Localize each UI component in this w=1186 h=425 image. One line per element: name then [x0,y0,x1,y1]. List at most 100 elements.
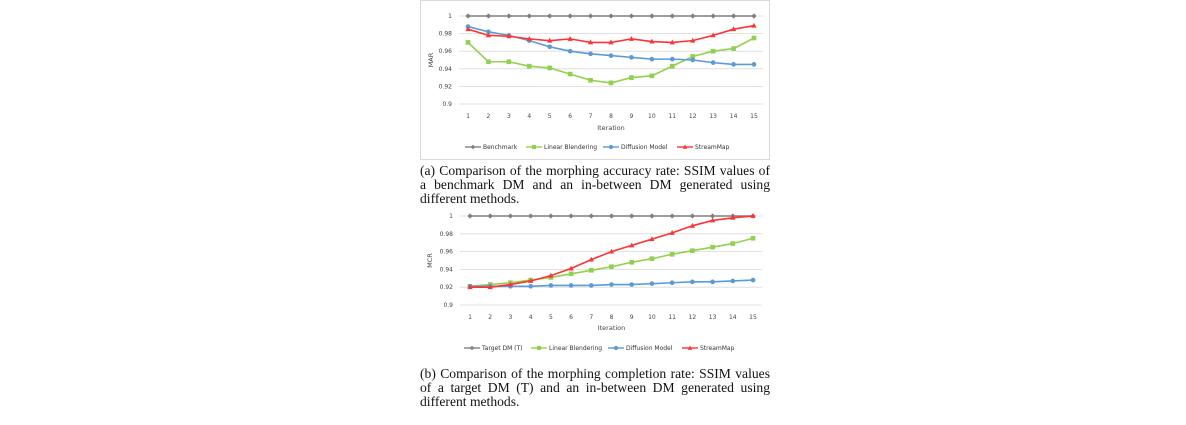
chart-a-y-axis-title: MAR [427,52,435,67]
chart-a-data-point [628,13,635,19]
chart-b-data-point [608,213,615,219]
chart-a-data-point [506,59,512,65]
chart-b-data-point [689,213,695,219]
chart-a-data-point [506,13,512,19]
chart-a-data-point [751,13,757,19]
chart-a-x-tick-label: 14 [730,113,738,120]
chart-a-data-point [629,55,634,60]
chart-a-data-point [669,63,675,69]
chart-b-x-tick-label: 10 [648,314,656,321]
chart-a-data-point [486,59,491,65]
chart-b-legend-label: Linear Blendering [549,345,602,352]
chart-b-x-tick-label: 9 [630,314,634,321]
chart-a-data-point [465,40,471,45]
chart-b-data-point [629,242,635,248]
chart-a-legend-marker [470,144,476,150]
chart-a-data-point [690,13,696,19]
chart-b-data-point [588,256,594,262]
chart-b-data-point [750,213,756,218]
chart-b-data-point [548,272,554,278]
chart-a-y-tick-label: 0.96 [439,48,453,55]
chart-b-y-tick-label: 1 [449,213,453,220]
chart-b-data-point [689,222,695,228]
chart-a-data-point [588,77,593,83]
chart-a-data-point [629,75,634,80]
chart-a-data-point [465,13,471,19]
chart-a-x-tick-label: 15 [750,113,758,120]
chart-b-data-point [608,248,615,254]
chart-b-data-point [528,213,534,219]
chart-b-data-point [730,241,736,246]
chart-b-data-point [487,284,493,290]
chart-b-data-point [669,213,675,219]
chart-a-data-point [587,13,594,19]
chart-a-data-point [547,44,553,50]
chart-b-data-point [669,230,675,235]
chart-a-x-tick-label: 12 [689,113,697,120]
chart-a-data-point [608,13,614,19]
chart-a-data-point [649,38,655,44]
chart-b-legend-marker [687,345,693,350]
chart-a-data-point [731,62,736,67]
chart-a-data-point [506,33,512,39]
chart-a-data-point [547,65,553,71]
chart-b-data-point [568,283,574,288]
chart-b-data-point [528,278,534,283]
chart-a-data-point [628,36,635,41]
chart-a-y-tick-label: 1 [448,13,452,20]
chart-b-data-point [528,283,533,289]
chart-a-legend-marker [682,144,688,149]
chart-b-y-tick-label: 0.92 [440,284,454,291]
chart-b-x-tick-label: 11 [668,314,676,321]
chart-b-data-point [669,280,675,286]
figure-a: 0.9 0.92 0.94 0.96 0.98 1 1 2 3 4 5 6 7 8 9 10 11 12 13 14 1… [420,0,770,206]
chart-b-data-point [548,283,554,288]
chart-b-data-point [649,256,655,262]
chart-a-data-point [751,22,757,28]
chart-a-data-point [710,60,716,65]
chart-a-y-tick-label: 0.9 [442,101,452,108]
chart-a-data-point [567,48,573,54]
caption-a: (a) Comparison of the morphing accuracy … [420,163,770,206]
chart-a-data-point [710,48,716,54]
chart-b-legend-marker [536,345,542,351]
chart-a-data-point [649,56,655,62]
chart-a-data-point [730,13,737,19]
chart-a-data-point [731,46,736,51]
chart-b-y-tick-label: 0.94 [440,266,454,273]
chart-b-data-point [507,213,514,219]
chart-b-data-point [750,277,756,283]
chart-a-x-tick-label: 8 [609,113,613,120]
chart-a-data-point [649,73,655,79]
chart-b-data-point [609,264,614,270]
chart-b-legend-marker [469,345,475,351]
chart-b-data-point [710,244,715,250]
chart-a-data-point [710,32,716,38]
figure-b: 0.9 0.92 0.94 0.96 0.98 1 1 2 3 4 5 6 7 8 9 10 11 12 13 14 1… [420,206,770,409]
chart-b-data-point [568,213,574,219]
chart-b-data-point [467,284,473,290]
chart-a-data-point [608,53,614,58]
chart-b-data-point [588,213,594,219]
chart-b-legend-marker [613,345,619,351]
chart-b-x-tick-label: 3 [509,314,513,321]
chart-b-data-point [568,265,574,271]
chart-b-data-point [649,213,655,219]
chart-b-data-point [669,251,675,257]
chart-b-data-point [730,214,736,220]
chart-b-y-tick-label: 0.96 [440,249,454,256]
chart-a-data-point [465,26,471,32]
chart-b-x-tick-label: 6 [569,314,573,321]
chart-a-data-point [526,13,532,19]
chart-a-x-tick-label: 9 [630,113,634,120]
chart-b-data-point [548,213,554,219]
chart-a-data-point [669,13,675,19]
chart-a-data-point [710,13,716,19]
chart-a-x-tick-label: 6 [568,113,572,120]
chart-b-x-tick-label: 8 [610,314,614,321]
chart-b-x-tick-label: 1 [468,314,472,321]
chart-a-legend-label: Diffusion Model [621,144,668,151]
chart-a-data-point [526,63,532,69]
